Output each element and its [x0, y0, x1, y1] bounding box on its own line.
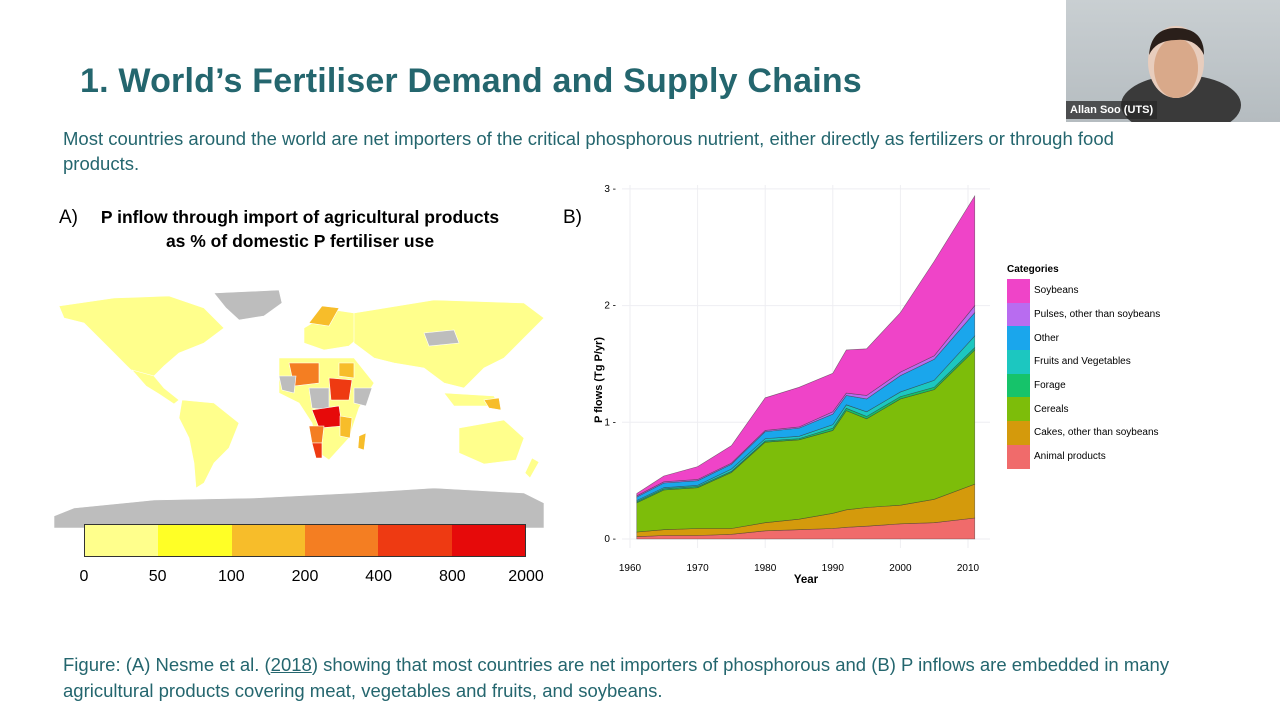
legend-swatch: [1007, 397, 1030, 422]
x-tick-label: 1980: [754, 563, 777, 574]
scandinavia: [308, 305, 340, 327]
legend-item: Cereals: [1007, 397, 1160, 422]
africa-west-gray: [278, 375, 297, 394]
colorbar-tick-label: 400: [365, 568, 393, 585]
y-tick-label: 1 -: [604, 417, 616, 428]
legend-label: Soybeans: [1034, 285, 1079, 297]
colorbar-tick-label: 200: [291, 568, 319, 585]
colorbar-tick-label: 100: [217, 568, 245, 585]
colorbar-bin: [451, 525, 525, 556]
legend-item: Other: [1007, 326, 1160, 351]
x-tick-label: 1990: [822, 563, 845, 574]
x-tick-label: 2000: [889, 563, 912, 574]
legend-label: Pulses, other than soybeans: [1034, 309, 1161, 321]
colorbar-bin: [85, 525, 159, 556]
new-zealand: [524, 457, 540, 479]
colorbar-bin: [231, 525, 305, 556]
legend-title: Categories: [1007, 264, 1059, 275]
antarctica: [54, 487, 544, 528]
legend-label: Forage: [1034, 380, 1066, 392]
south-america: [178, 399, 240, 489]
y-axis-label: P flows (Tg P/yr): [593, 337, 605, 423]
figure-caption: Figure: (A) Nesme et al. (2018) showing …: [63, 652, 1203, 704]
australia: [458, 419, 525, 465]
slide-title: 1. World’s Fertiliser Demand and Supply …: [80, 62, 862, 100]
legend-item: Cakes, other than soybeans: [1007, 421, 1160, 445]
y-tick-label: 0 -: [604, 534, 616, 545]
colorbar-tick-label: 0: [79, 568, 89, 585]
colorbar-bin: [378, 525, 452, 556]
mexico-central-america: [131, 369, 180, 405]
legend-swatch: [1007, 444, 1030, 469]
legend-label: Cakes, other than soybeans: [1034, 427, 1159, 439]
colorbar-tick-label: 50: [148, 568, 167, 585]
x-tick-label: 1970: [686, 563, 709, 574]
colorbar-bin: [158, 525, 232, 556]
legend-swatch: [1007, 373, 1030, 398]
legend-label: Other: [1034, 332, 1060, 344]
legend-item: Soybeans: [1007, 279, 1160, 303]
colorbar-tick-label: 800: [438, 568, 466, 585]
central-gray: [308, 387, 330, 411]
webcam-video: Allan Soo (UTS): [1066, 0, 1280, 122]
east-africa: [339, 415, 353, 439]
x-axis-label: Year: [794, 574, 819, 586]
world-map: [54, 289, 544, 528]
greenland: [213, 289, 283, 321]
legend-swatch: [1007, 302, 1030, 327]
legend-item: Forage: [1007, 373, 1160, 398]
legend-swatch: [1007, 326, 1030, 351]
slide-subtitle: Most countries around the world are net …: [63, 128, 1114, 174]
panel-label-b: B): [563, 207, 582, 228]
legend-swatch: [1007, 421, 1030, 445]
citation-link[interactable]: 2018: [270, 654, 312, 675]
chart-legend: Categories Soybeans Pulses, other than so…: [1007, 264, 1160, 469]
y-tick-label: 3 -: [604, 184, 616, 195]
colorbar-tick-label: 2000: [508, 568, 544, 585]
legend-item: Animal products: [1007, 444, 1160, 469]
caption-text-start: Figure: (A) Nesme et al. (: [63, 654, 271, 675]
y-tick-label: 2 -: [604, 301, 616, 312]
madagascar: [357, 432, 367, 451]
colorbar-bin: [304, 525, 379, 556]
papua-new-guinea: [483, 397, 502, 411]
x-tick-label: 2010: [957, 563, 980, 574]
horn-gray: [353, 387, 373, 407]
colorbar: [84, 524, 526, 557]
legend-item: Pulses, other than soybeans: [1007, 302, 1161, 327]
area-soybeans: [636, 194, 976, 497]
sudan: [328, 377, 353, 401]
x-tick-label: 1960: [619, 563, 642, 574]
caption-text-end: ) showing that most countries are net im…: [63, 654, 1170, 701]
legend-label: Cereals: [1034, 403, 1069, 415]
participant-name: Allan Soo (UTS): [1066, 101, 1158, 119]
legend-label: Fruits and Vegetables: [1034, 356, 1131, 368]
legend-swatch: [1007, 279, 1030, 303]
egypt: [338, 362, 355, 379]
panel-label-a: A): [59, 207, 78, 228]
map-title: P inflow through import of agricultural …: [100, 207, 500, 251]
namibia: [311, 442, 323, 459]
stacked-area-chart: 0 - 1 - 2 - 3 - 1960 1970 1980 1990 2000 2010 Year…: [593, 182, 992, 586]
angola: [308, 425, 325, 444]
legend-label: Animal products: [1034, 451, 1106, 463]
north-america: [58, 295, 225, 384]
legend-item: Fruits and Vegetables: [1007, 350, 1160, 374]
legend-swatch: [1007, 350, 1030, 374]
mongolia: [423, 329, 460, 347]
participant-video: [1121, 26, 1241, 122]
